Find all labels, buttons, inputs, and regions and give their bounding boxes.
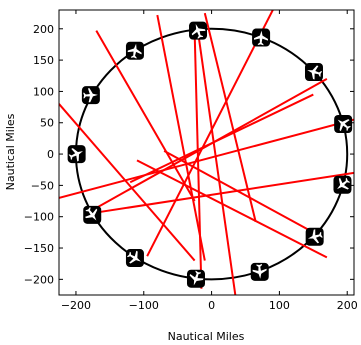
aircraft-marker xyxy=(305,227,324,246)
aircraft-marker xyxy=(83,205,102,224)
x-tick-label: 200 xyxy=(337,299,358,312)
airplane-icon xyxy=(252,264,267,279)
y-tick-label: 50 xyxy=(40,117,54,130)
aircraft-marker xyxy=(189,21,208,40)
x-tick-label: −100 xyxy=(129,299,159,312)
aircraft-marker xyxy=(250,262,269,281)
plot-frame xyxy=(58,9,355,296)
track-line xyxy=(203,12,257,222)
airplane-icon xyxy=(307,65,323,80)
track-line xyxy=(59,118,354,199)
airplane-icon xyxy=(126,250,141,264)
track-line xyxy=(95,30,196,202)
aircraft-marker xyxy=(186,269,205,288)
y-tick-label: −150 xyxy=(24,242,54,255)
plot-content xyxy=(59,10,354,295)
airplane-icon xyxy=(127,43,142,59)
airplane-icon xyxy=(253,30,269,46)
y-tick-label: −200 xyxy=(24,273,54,286)
track-line xyxy=(59,103,196,262)
y-tick-label: 150 xyxy=(33,54,54,67)
y-tick-label: 100 xyxy=(33,85,54,98)
airplane-icon xyxy=(307,229,323,244)
y-tick-label: −100 xyxy=(24,211,54,224)
aircraft-marker xyxy=(81,86,100,105)
aircraft-marker xyxy=(125,249,144,268)
x-axis-label: Nautical Miles xyxy=(168,330,245,343)
airplane-icon xyxy=(337,177,351,190)
airplane-icon xyxy=(68,148,83,162)
aircraft-marker xyxy=(334,115,353,133)
x-tick-label: −200 xyxy=(61,299,91,312)
track-line xyxy=(129,93,314,184)
x-tick-label: 100 xyxy=(269,299,290,312)
track-line xyxy=(89,171,354,215)
airplane-icon xyxy=(83,88,98,103)
airplane-icon xyxy=(189,270,204,286)
y-tick-label: −50 xyxy=(31,179,54,192)
plot-area xyxy=(59,10,354,295)
aircraft-marker xyxy=(125,41,144,60)
ticks: −200 −100 0 100 200 −200 −150 −100 −50 0 50 100 150 2… xyxy=(24,10,358,312)
airplane-icon xyxy=(85,207,98,221)
track-line xyxy=(136,159,328,259)
aircraft-marker xyxy=(252,28,271,47)
aircraft-marker xyxy=(304,63,323,82)
aircraft-marker xyxy=(333,175,352,194)
track-line xyxy=(197,31,237,295)
x-tick-label: 0 xyxy=(208,299,215,312)
airplane-icon xyxy=(337,119,351,132)
track-line xyxy=(156,14,206,261)
aircraft-marker xyxy=(67,145,86,164)
track-line xyxy=(163,150,314,234)
y-tick-label: 0 xyxy=(47,148,54,161)
y-axis-label: Nautical Miles xyxy=(4,113,17,190)
airplane-icon xyxy=(191,24,206,39)
y-tick-label: 200 xyxy=(33,23,54,36)
